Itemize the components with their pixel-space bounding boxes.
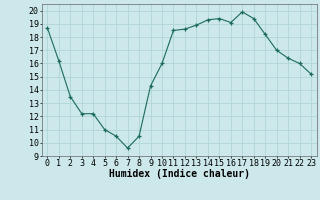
X-axis label: Humidex (Indice chaleur): Humidex (Indice chaleur) [109, 169, 250, 179]
